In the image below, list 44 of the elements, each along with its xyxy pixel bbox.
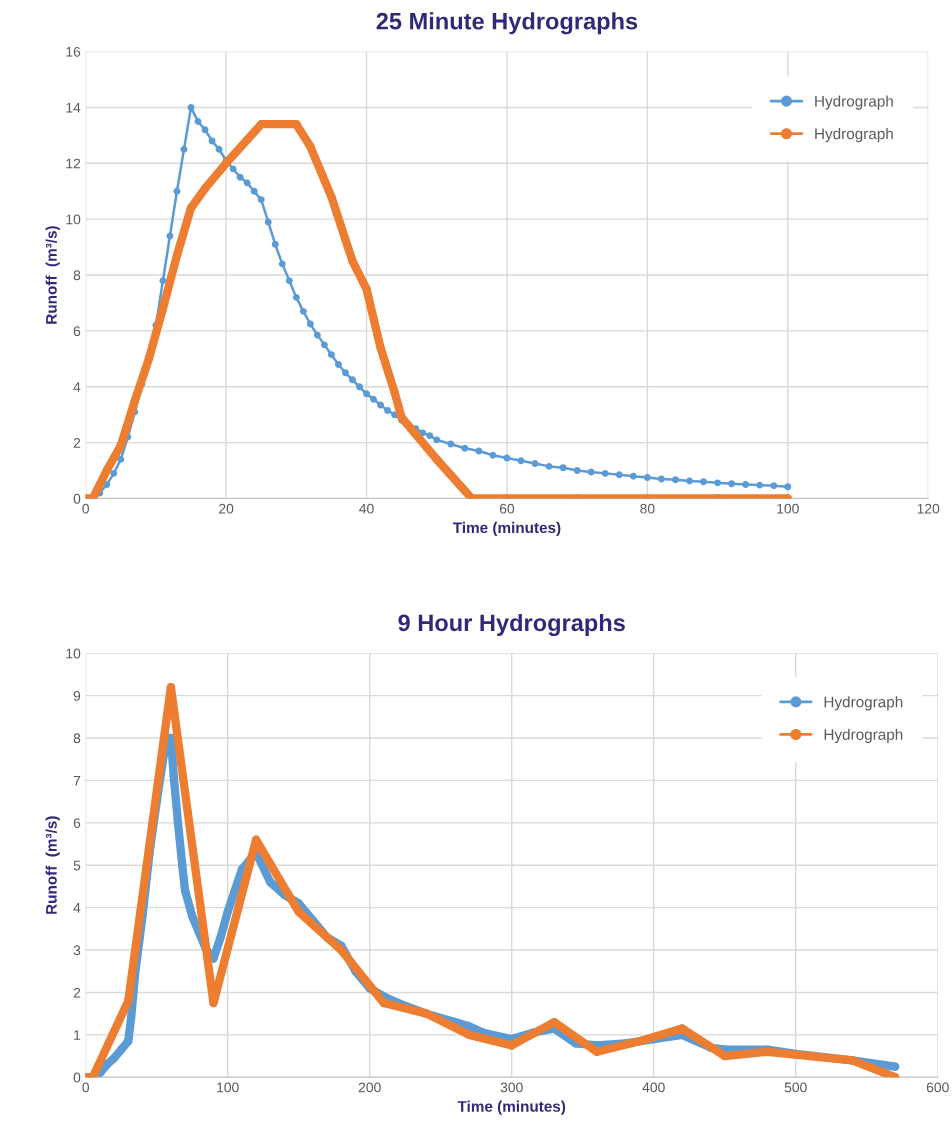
y-tick-label: 4 bbox=[73, 903, 81, 913]
y-tick-label: 0 bbox=[73, 493, 81, 504]
y-tick-label: 4 bbox=[73, 382, 81, 392]
legend-label: Hydrograph bbox=[815, 127, 893, 143]
y-tick-label: 8 bbox=[73, 270, 81, 281]
y-tick-label: 6 bbox=[73, 326, 81, 337]
y-tick-label: 9 bbox=[73, 690, 81, 701]
x-axis-title: Time (minutes) bbox=[452, 521, 561, 537]
x-tick-label: 300 bbox=[500, 1082, 523, 1093]
y-tick-label: 10 bbox=[66, 214, 81, 225]
y-tick-label: 2 bbox=[73, 437, 81, 448]
y-tick-label: 0 bbox=[73, 1072, 81, 1083]
legend-label: Hydrograph bbox=[815, 95, 893, 110]
y-tick-label: 2 bbox=[73, 987, 81, 998]
x-tick-label: 120 bbox=[917, 503, 940, 514]
legend-label: Hydrograph bbox=[824, 696, 903, 711]
y-tick-label: 5 bbox=[73, 860, 81, 871]
legend-label: Hydrograph bbox=[824, 728, 903, 743]
x-tick-label: 20 bbox=[219, 503, 234, 514]
x-tick-label: 100 bbox=[777, 503, 799, 514]
x-tick-label: 0 bbox=[82, 503, 89, 514]
y-tick-label: 6 bbox=[73, 818, 81, 828]
x-tick-label: 40 bbox=[359, 503, 374, 514]
x-tick-label: 500 bbox=[784, 1082, 807, 1093]
y-tick-label: 16 bbox=[66, 46, 81, 57]
x-tick-label: 400 bbox=[642, 1082, 665, 1093]
y-tick-label: 3 bbox=[73, 945, 81, 956]
y-axis-title: Runoff (m³/s) bbox=[45, 226, 60, 324]
x-axis-title: Time (minutes) bbox=[457, 1100, 566, 1115]
x-tick-label: 600 bbox=[926, 1082, 949, 1093]
y-tick-label: 7 bbox=[73, 775, 81, 786]
x-tick-label: 100 bbox=[217, 1082, 239, 1093]
x-tick-label: 0 bbox=[82, 1082, 89, 1093]
x-tick-label: 200 bbox=[358, 1082, 381, 1093]
chart-title: 9 Hour Hydrographs bbox=[398, 613, 625, 636]
x-tick-label: 60 bbox=[499, 503, 515, 514]
y-axis-title: Runoff (m³/s) bbox=[45, 816, 60, 914]
y-tick-label: 10 bbox=[66, 648, 81, 659]
y-tick-label: 14 bbox=[66, 102, 81, 113]
chart-title: 25 Minute Hydrographs bbox=[376, 12, 638, 35]
y-tick-label: 12 bbox=[66, 158, 81, 169]
y-tick-label: 8 bbox=[73, 733, 81, 744]
y-tick-label: 1 bbox=[74, 1030, 81, 1040]
x-tick-label: 80 bbox=[640, 503, 655, 514]
